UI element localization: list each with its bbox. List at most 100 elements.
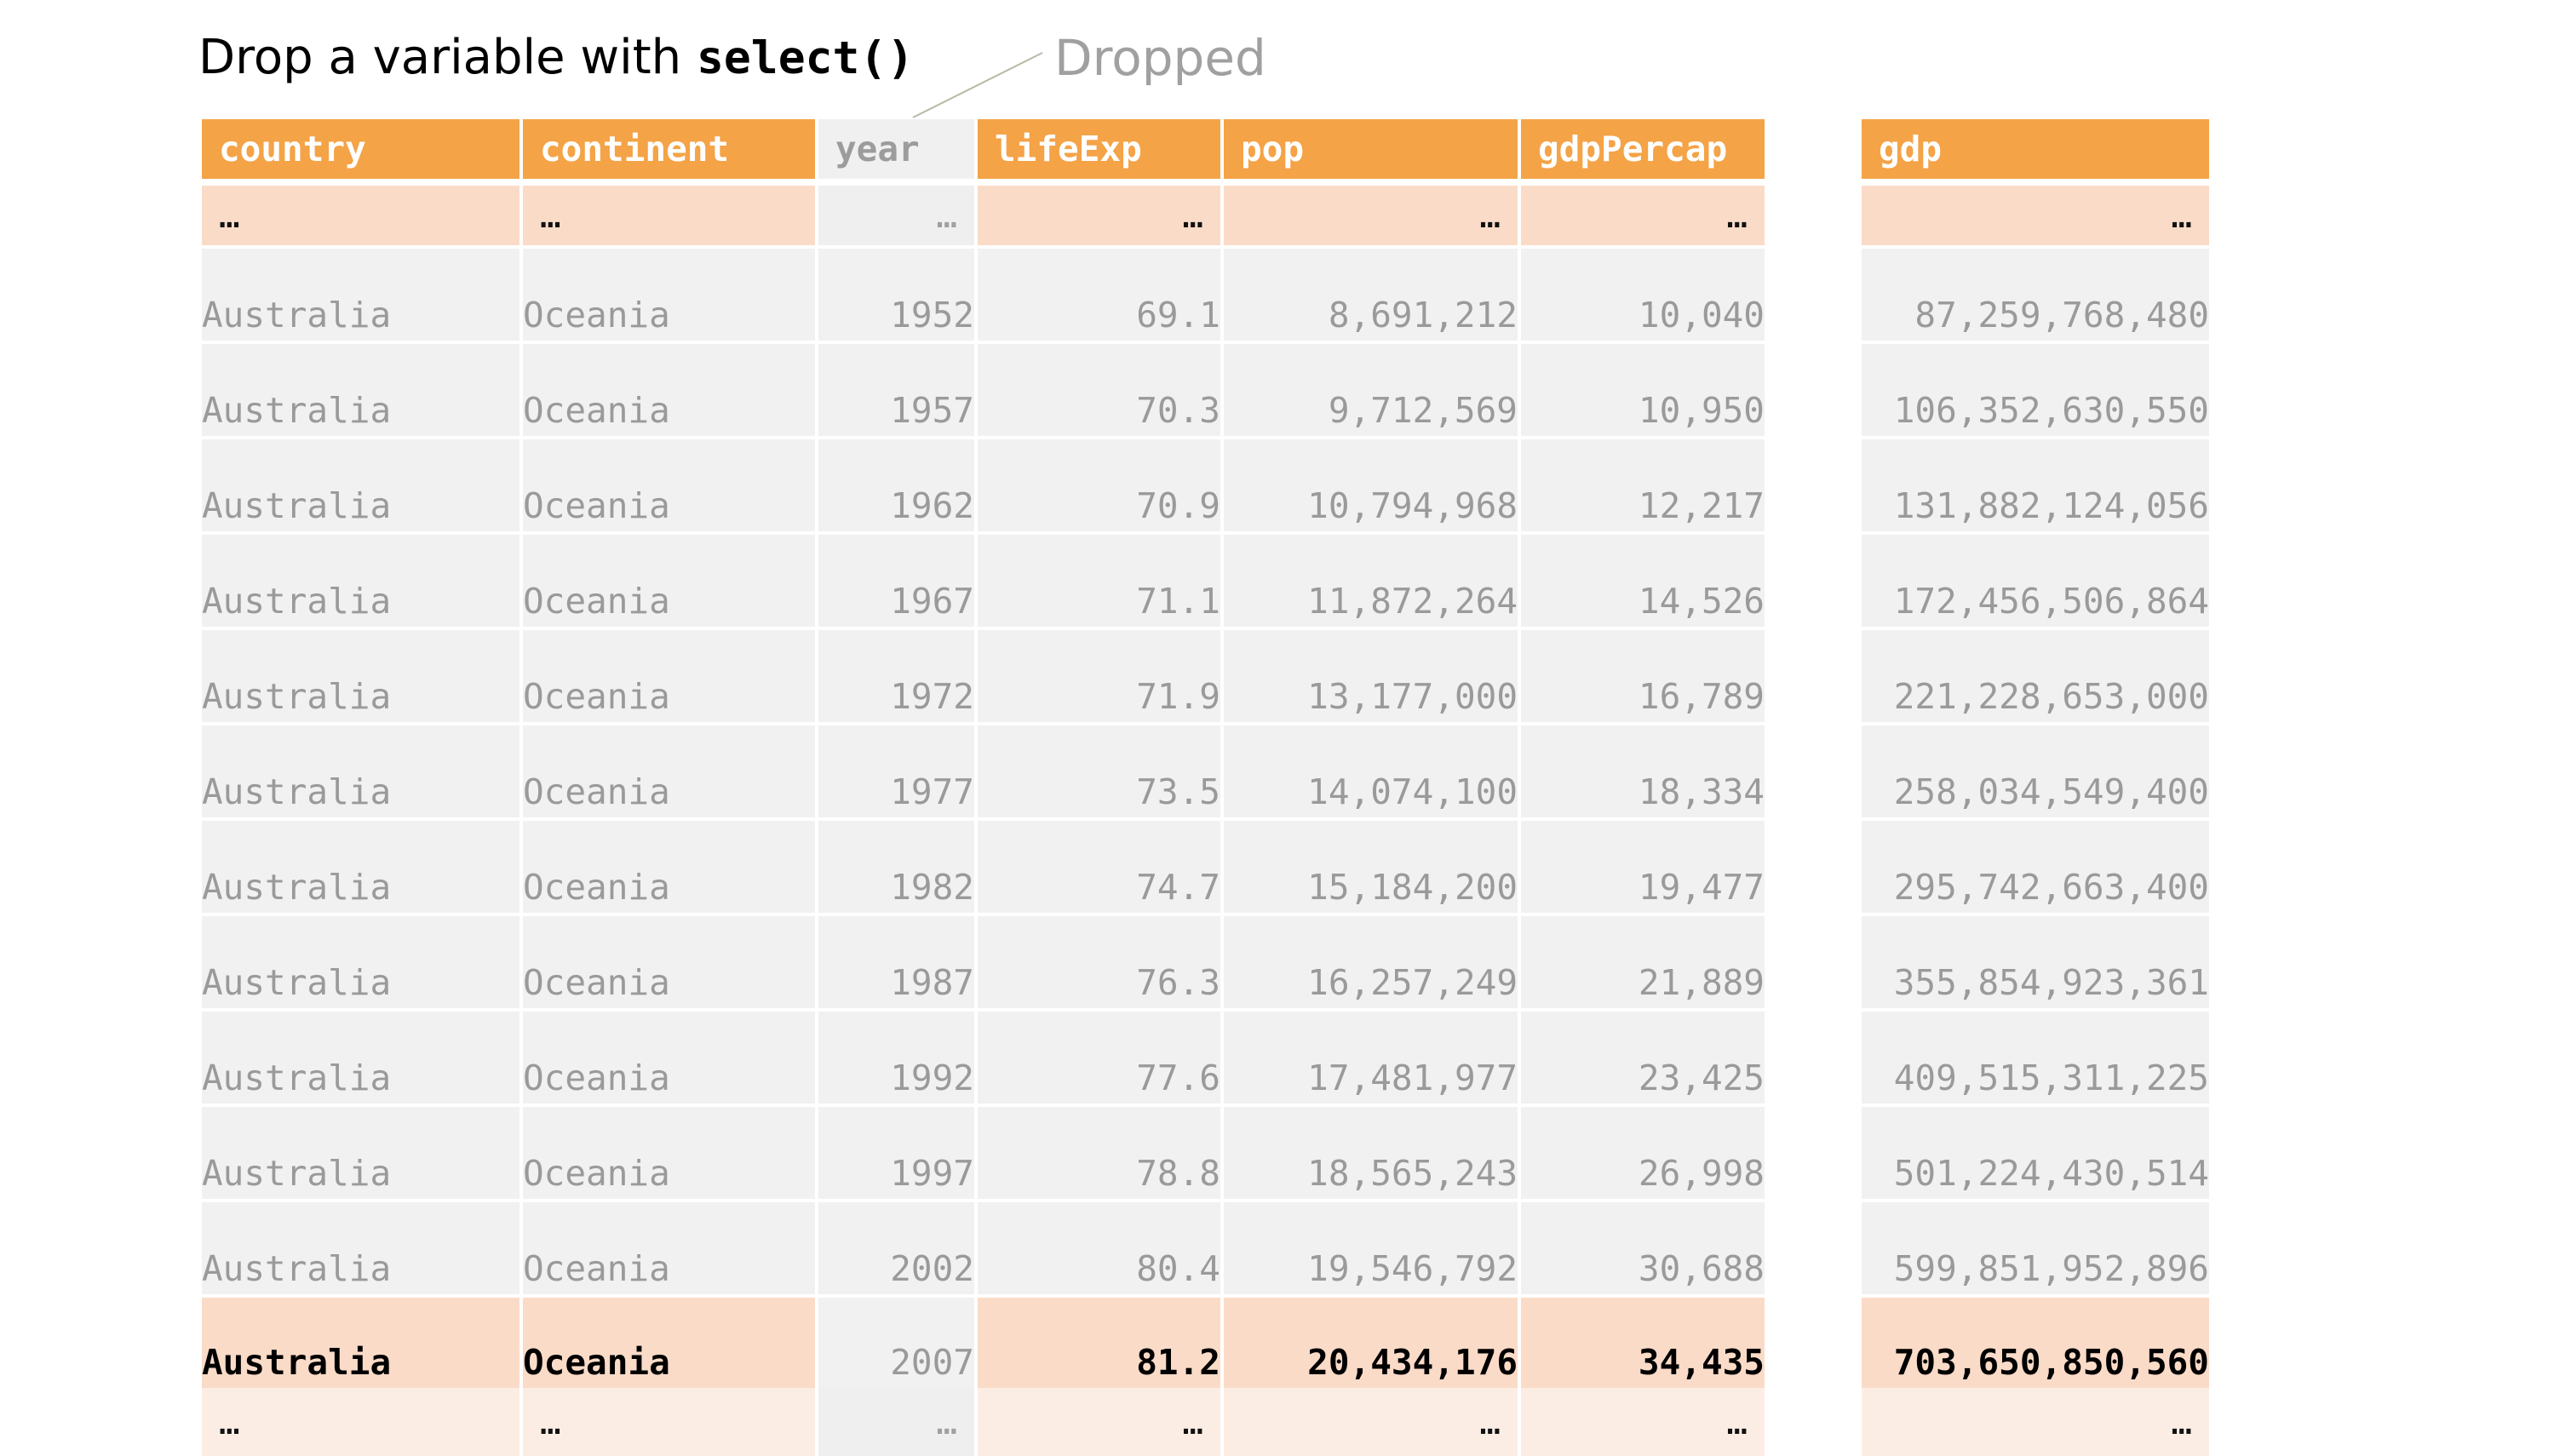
table-cell-pop: 15,184,200 xyxy=(1224,821,1518,913)
table-cell-continent: Oceania xyxy=(523,1298,815,1388)
column-header-continent: continent xyxy=(523,119,815,179)
table-cell-gdppercap: 30,688 xyxy=(1521,1202,1765,1294)
table-cell-pop: 19,546,792 xyxy=(1224,1202,1518,1294)
table-cell-pop: 10,794,968 xyxy=(1224,439,1518,531)
table-cell-gdppercap: 19,477 xyxy=(1521,821,1765,913)
table-cell-gdppercap: 16,789 xyxy=(1521,630,1765,722)
table-cell-year: 1977 xyxy=(818,725,974,817)
table-cell-pop: 14,074,100 xyxy=(1224,725,1518,817)
table-cell-gdp: 501,224,430,514 xyxy=(1862,1107,2209,1199)
table-cell-country: Australia xyxy=(202,821,519,913)
table-cell-lifeexp: 70.9 xyxy=(978,439,1220,531)
table-cell-country: Australia xyxy=(202,1202,519,1294)
table-cell-lifeexp: 74.7 xyxy=(978,821,1220,913)
table-cell-lifeexp: 77.6 xyxy=(978,1012,1220,1103)
table-cell-year: 1992 xyxy=(818,1012,974,1103)
table-cell-country: Australia xyxy=(202,535,519,627)
table-cell-lifeexp: 71.9 xyxy=(978,630,1220,722)
column-header-pop: pop xyxy=(1224,119,1518,179)
table-cell-continent: Oceania xyxy=(523,535,815,627)
column-header-country: country xyxy=(202,119,519,179)
table-cell-country: Australia xyxy=(202,1012,519,1103)
table-cell-gdp: 221,228,653,000 xyxy=(1862,630,2209,722)
table-cell-pop: 8,691,212 xyxy=(1224,249,1518,341)
ellipsis-cell: … xyxy=(818,1388,974,1456)
ellipsis-cell: … xyxy=(1862,186,2209,245)
table-cell-year: 1967 xyxy=(818,535,974,627)
table-cell-year: 1997 xyxy=(818,1107,974,1199)
table-cell-year: 1957 xyxy=(818,344,974,436)
table-cell-continent: Oceania xyxy=(523,725,815,817)
ellipsis-cell: … xyxy=(978,1388,1220,1456)
ellipsis-cell: … xyxy=(202,1388,519,1456)
table-cell-gdp: 87,259,768,480 xyxy=(1862,249,2209,341)
table-cell-year: 1962 xyxy=(818,439,974,531)
table-cell-pop: 20,434,176 xyxy=(1224,1298,1518,1388)
table-cell-country: Australia xyxy=(202,916,519,1008)
table-cell-continent: Oceania xyxy=(523,1107,815,1199)
table-cell-continent: Oceania xyxy=(523,344,815,436)
ellipsis-cell: … xyxy=(1521,1388,1765,1456)
table-cell-pop: 9,712,569 xyxy=(1224,344,1518,436)
ellipsis-cell: … xyxy=(1224,186,1518,245)
table-cell-year: 1982 xyxy=(818,821,974,913)
table-cell-gdp: 599,851,952,896 xyxy=(1862,1202,2209,1294)
table-cell-continent: Oceania xyxy=(523,1202,815,1294)
table-cell-country: Australia xyxy=(202,439,519,531)
column-header-lifeexp: lifeExp xyxy=(978,119,1220,179)
table-cell-gdp: 258,034,549,400 xyxy=(1862,725,2209,817)
table-cell-lifeexp: 76.3 xyxy=(978,916,1220,1008)
table-cell-year: 1972 xyxy=(818,630,974,722)
table-cell-lifeexp: 81.2 xyxy=(978,1298,1220,1388)
page-title: Drop a variable with select() xyxy=(198,26,914,90)
table-cell-continent: Oceania xyxy=(523,630,815,722)
table-cell-continent: Oceania xyxy=(523,916,815,1008)
table-cell-year: 2007 xyxy=(818,1298,974,1388)
table-cell-country: Australia xyxy=(202,249,519,341)
table-cell-gdppercap: 10,950 xyxy=(1521,344,1765,436)
column-header-gdppercap: gdpPercap xyxy=(1521,119,1765,179)
column-header-gdp: gdp xyxy=(1862,119,2209,179)
title-prefix: Drop a variable with xyxy=(198,30,697,85)
table-cell-pop: 11,872,264 xyxy=(1224,535,1518,627)
table-cell-gdppercap: 10,040 xyxy=(1521,249,1765,341)
table-cell-lifeexp: 80.4 xyxy=(978,1202,1220,1294)
table-cell-gdppercap: 26,998 xyxy=(1521,1107,1765,1199)
table-cell-gdp: 355,854,923,361 xyxy=(1862,916,2209,1008)
table-cell-lifeexp: 69.1 xyxy=(978,249,1220,341)
table-cell-pop: 17,481,977 xyxy=(1224,1012,1518,1103)
table-cell-gdp: 409,515,311,225 xyxy=(1862,1012,2209,1103)
table-cell-continent: Oceania xyxy=(523,439,815,531)
table-cell-country: Australia xyxy=(202,630,519,722)
table-cell-gdp: 131,882,124,056 xyxy=(1862,439,2209,531)
table-cell-continent: Oceania xyxy=(523,821,815,913)
ellipsis-cell: … xyxy=(1862,1388,2209,1456)
table-cell-year: 2002 xyxy=(818,1202,974,1294)
table-cell-pop: 16,257,249 xyxy=(1224,916,1518,1008)
ellipsis-cell: … xyxy=(1521,186,1765,245)
table-cell-continent: Oceania xyxy=(523,1012,815,1103)
ellipsis-cell: … xyxy=(523,186,815,245)
table-cell-gdp: 295,742,663,400 xyxy=(1862,821,2209,913)
table-cell-pop: 13,177,000 xyxy=(1224,630,1518,722)
table-cell-gdp: 172,456,506,864 xyxy=(1862,535,2209,627)
table-cell-country: Australia xyxy=(202,725,519,817)
ellipsis-cell: … xyxy=(523,1388,815,1456)
title-code: select() xyxy=(696,32,915,84)
table-cell-lifeexp: 78.8 xyxy=(978,1107,1220,1199)
table-cell-gdppercap: 34,435 xyxy=(1521,1298,1765,1388)
ellipsis-cell: … xyxy=(1224,1388,1518,1456)
table-cell-country: Australia xyxy=(202,344,519,436)
ellipsis-cell: … xyxy=(978,186,1220,245)
table-cell-gdppercap: 23,425 xyxy=(1521,1012,1765,1103)
table-cell-lifeexp: 73.5 xyxy=(978,725,1220,817)
table-cell-year: 1987 xyxy=(818,916,974,1008)
table-cell-continent: Oceania xyxy=(523,249,815,341)
table-cell-country: Australia xyxy=(202,1107,519,1199)
table-cell-pop: 18,565,243 xyxy=(1224,1107,1518,1199)
table-cell-gdppercap: 18,334 xyxy=(1521,725,1765,817)
ellipsis-cell: … xyxy=(202,186,519,245)
column-header-year: year xyxy=(818,119,974,179)
ellipsis-cell: … xyxy=(818,186,974,245)
table-cell-gdppercap: 12,217 xyxy=(1521,439,1765,531)
